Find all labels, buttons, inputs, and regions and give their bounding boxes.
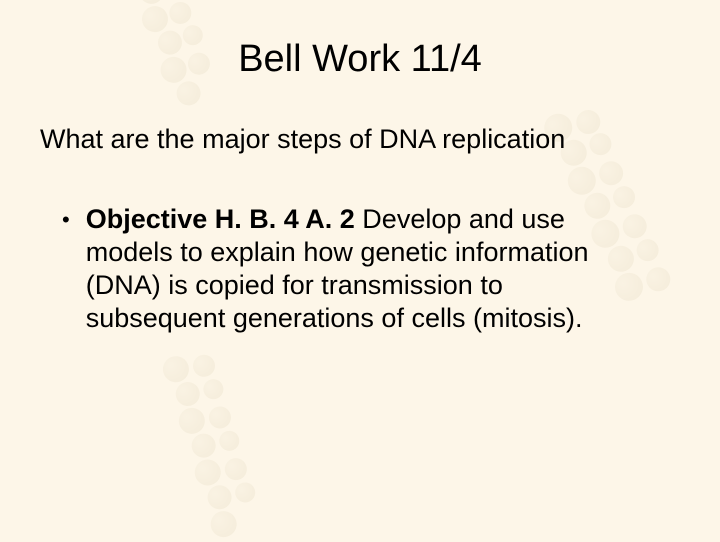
bullet-item: • Objective H. B. 4 A. 2 Develop and use…: [40, 203, 680, 335]
bullet-marker: •: [62, 203, 70, 236]
objective-code: Objective H. B. 4 A. 2: [86, 204, 355, 234]
slide-subtitle: What are the major steps of DNA replicat…: [40, 123, 680, 155]
slide-content: Bell Work 11/4 What are the major steps …: [0, 0, 720, 375]
slide-title: Bell Work 11/4: [40, 38, 680, 81]
bullet-text: Objective H. B. 4 A. 2 Develop and use m…: [86, 203, 646, 335]
